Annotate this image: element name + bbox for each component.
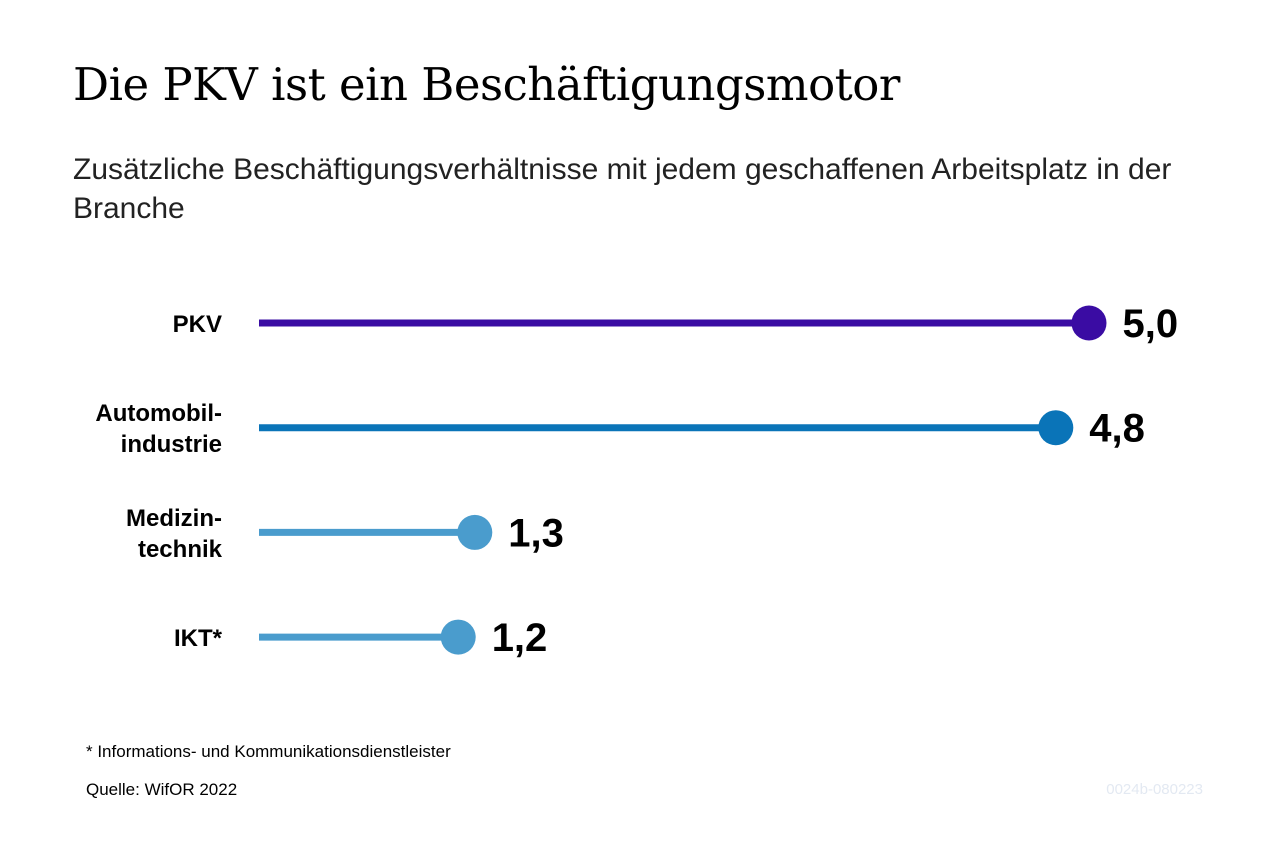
source-note: Quelle: WifOR 2022 xyxy=(86,780,238,799)
lollipop-dot xyxy=(457,514,493,550)
category-label: PKV xyxy=(173,311,222,338)
value-label: 5,0 xyxy=(1123,302,1179,346)
chart-code: 0024b-080223 xyxy=(1106,781,1203,798)
value-label: 1,3 xyxy=(508,511,564,555)
value-label: 1,2 xyxy=(492,616,548,660)
category-label: Automobil-industrie xyxy=(95,400,222,458)
footnote: * Informations- und Kommunikationsdienst… xyxy=(86,742,451,761)
lollipop-dot xyxy=(1038,410,1074,446)
lollipop-dot xyxy=(1071,305,1107,341)
lollipop-dot xyxy=(440,619,476,655)
chart-title: Die PKV ist ein Beschäftigungsmotor xyxy=(73,58,900,111)
value-label: 4,8 xyxy=(1089,407,1145,451)
category-label: Medizin-technik xyxy=(126,505,223,563)
chart-subtitle: Zusätzliche Beschäftigungsverhältnisse m… xyxy=(73,153,1172,225)
category-label: IKT* xyxy=(174,625,223,652)
